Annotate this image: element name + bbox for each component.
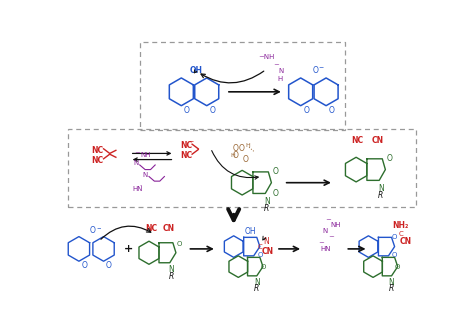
- Text: N: N: [389, 277, 394, 287]
- Text: −: −: [319, 65, 324, 70]
- Text: O: O: [238, 143, 244, 153]
- Text: HN: HN: [132, 186, 143, 192]
- Text: N: N: [279, 68, 284, 74]
- Text: N: N: [323, 228, 328, 234]
- Text: O: O: [184, 106, 190, 115]
- Text: H: H: [230, 153, 235, 158]
- Text: NH: NH: [140, 152, 150, 158]
- Text: OH: OH: [190, 66, 202, 75]
- Text: ~: ~: [135, 150, 140, 156]
- Text: O: O: [273, 167, 278, 176]
- Text: R: R: [169, 272, 174, 281]
- Text: R: R: [254, 284, 259, 294]
- Text: NC: NC: [145, 224, 157, 233]
- Text: ~: ~: [326, 217, 331, 223]
- Text: O: O: [82, 261, 87, 270]
- Text: C: C: [257, 244, 262, 250]
- Text: O: O: [260, 264, 265, 270]
- Text: O: O: [209, 106, 215, 115]
- Text: H: H: [245, 143, 250, 148]
- Bar: [68, 129, 416, 207]
- Text: O: O: [233, 143, 239, 153]
- Bar: [140, 42, 346, 130]
- Text: R: R: [378, 191, 383, 200]
- Text: O: O: [395, 264, 401, 270]
- Text: O: O: [233, 151, 239, 160]
- Text: +: +: [124, 244, 133, 254]
- Text: NC: NC: [180, 141, 192, 150]
- Text: O: O: [257, 252, 263, 258]
- Text: CN: CN: [262, 247, 273, 256]
- Text: N: N: [264, 197, 270, 206]
- Text: ~NH: ~NH: [259, 54, 275, 60]
- Text: O: O: [392, 252, 397, 258]
- Text: O: O: [176, 240, 182, 246]
- Text: −: −: [188, 138, 193, 143]
- Text: H: H: [277, 76, 283, 82]
- Text: ..: ..: [139, 182, 143, 187]
- Text: NC: NC: [91, 156, 103, 165]
- Text: N: N: [133, 161, 138, 167]
- Text: N: N: [378, 184, 383, 192]
- Text: O: O: [242, 155, 248, 164]
- Text: NH₂: NH₂: [392, 221, 409, 229]
- Text: O: O: [328, 106, 335, 115]
- Text: O: O: [106, 261, 112, 270]
- Text: O: O: [273, 189, 278, 198]
- Text: N: N: [168, 265, 174, 274]
- Text: NC: NC: [180, 151, 192, 160]
- Text: N: N: [143, 172, 148, 178]
- Text: OH: OH: [245, 227, 256, 236]
- Text: ~: ~: [318, 240, 324, 246]
- Text: NC: NC: [351, 136, 363, 145]
- Text: CN: CN: [372, 136, 384, 145]
- Text: NC: NC: [91, 146, 103, 155]
- Text: −: −: [97, 225, 101, 230]
- Text: O: O: [312, 66, 318, 75]
- Text: N: N: [263, 237, 269, 246]
- Text: O: O: [392, 234, 397, 240]
- Text: C: C: [399, 230, 403, 236]
- Text: R: R: [264, 204, 269, 213]
- Text: O: O: [386, 154, 392, 163]
- Text: CN: CN: [399, 237, 411, 246]
- Text: O: O: [303, 106, 309, 115]
- Text: CN: CN: [162, 224, 174, 233]
- Text: NH: NH: [331, 222, 341, 228]
- Text: O: O: [90, 226, 96, 235]
- Text: R: R: [389, 284, 394, 294]
- Text: N: N: [254, 277, 260, 287]
- Text: ~: ~: [328, 234, 335, 240]
- Text: ~: ~: [273, 62, 279, 68]
- Text: HN: HN: [321, 246, 331, 252]
